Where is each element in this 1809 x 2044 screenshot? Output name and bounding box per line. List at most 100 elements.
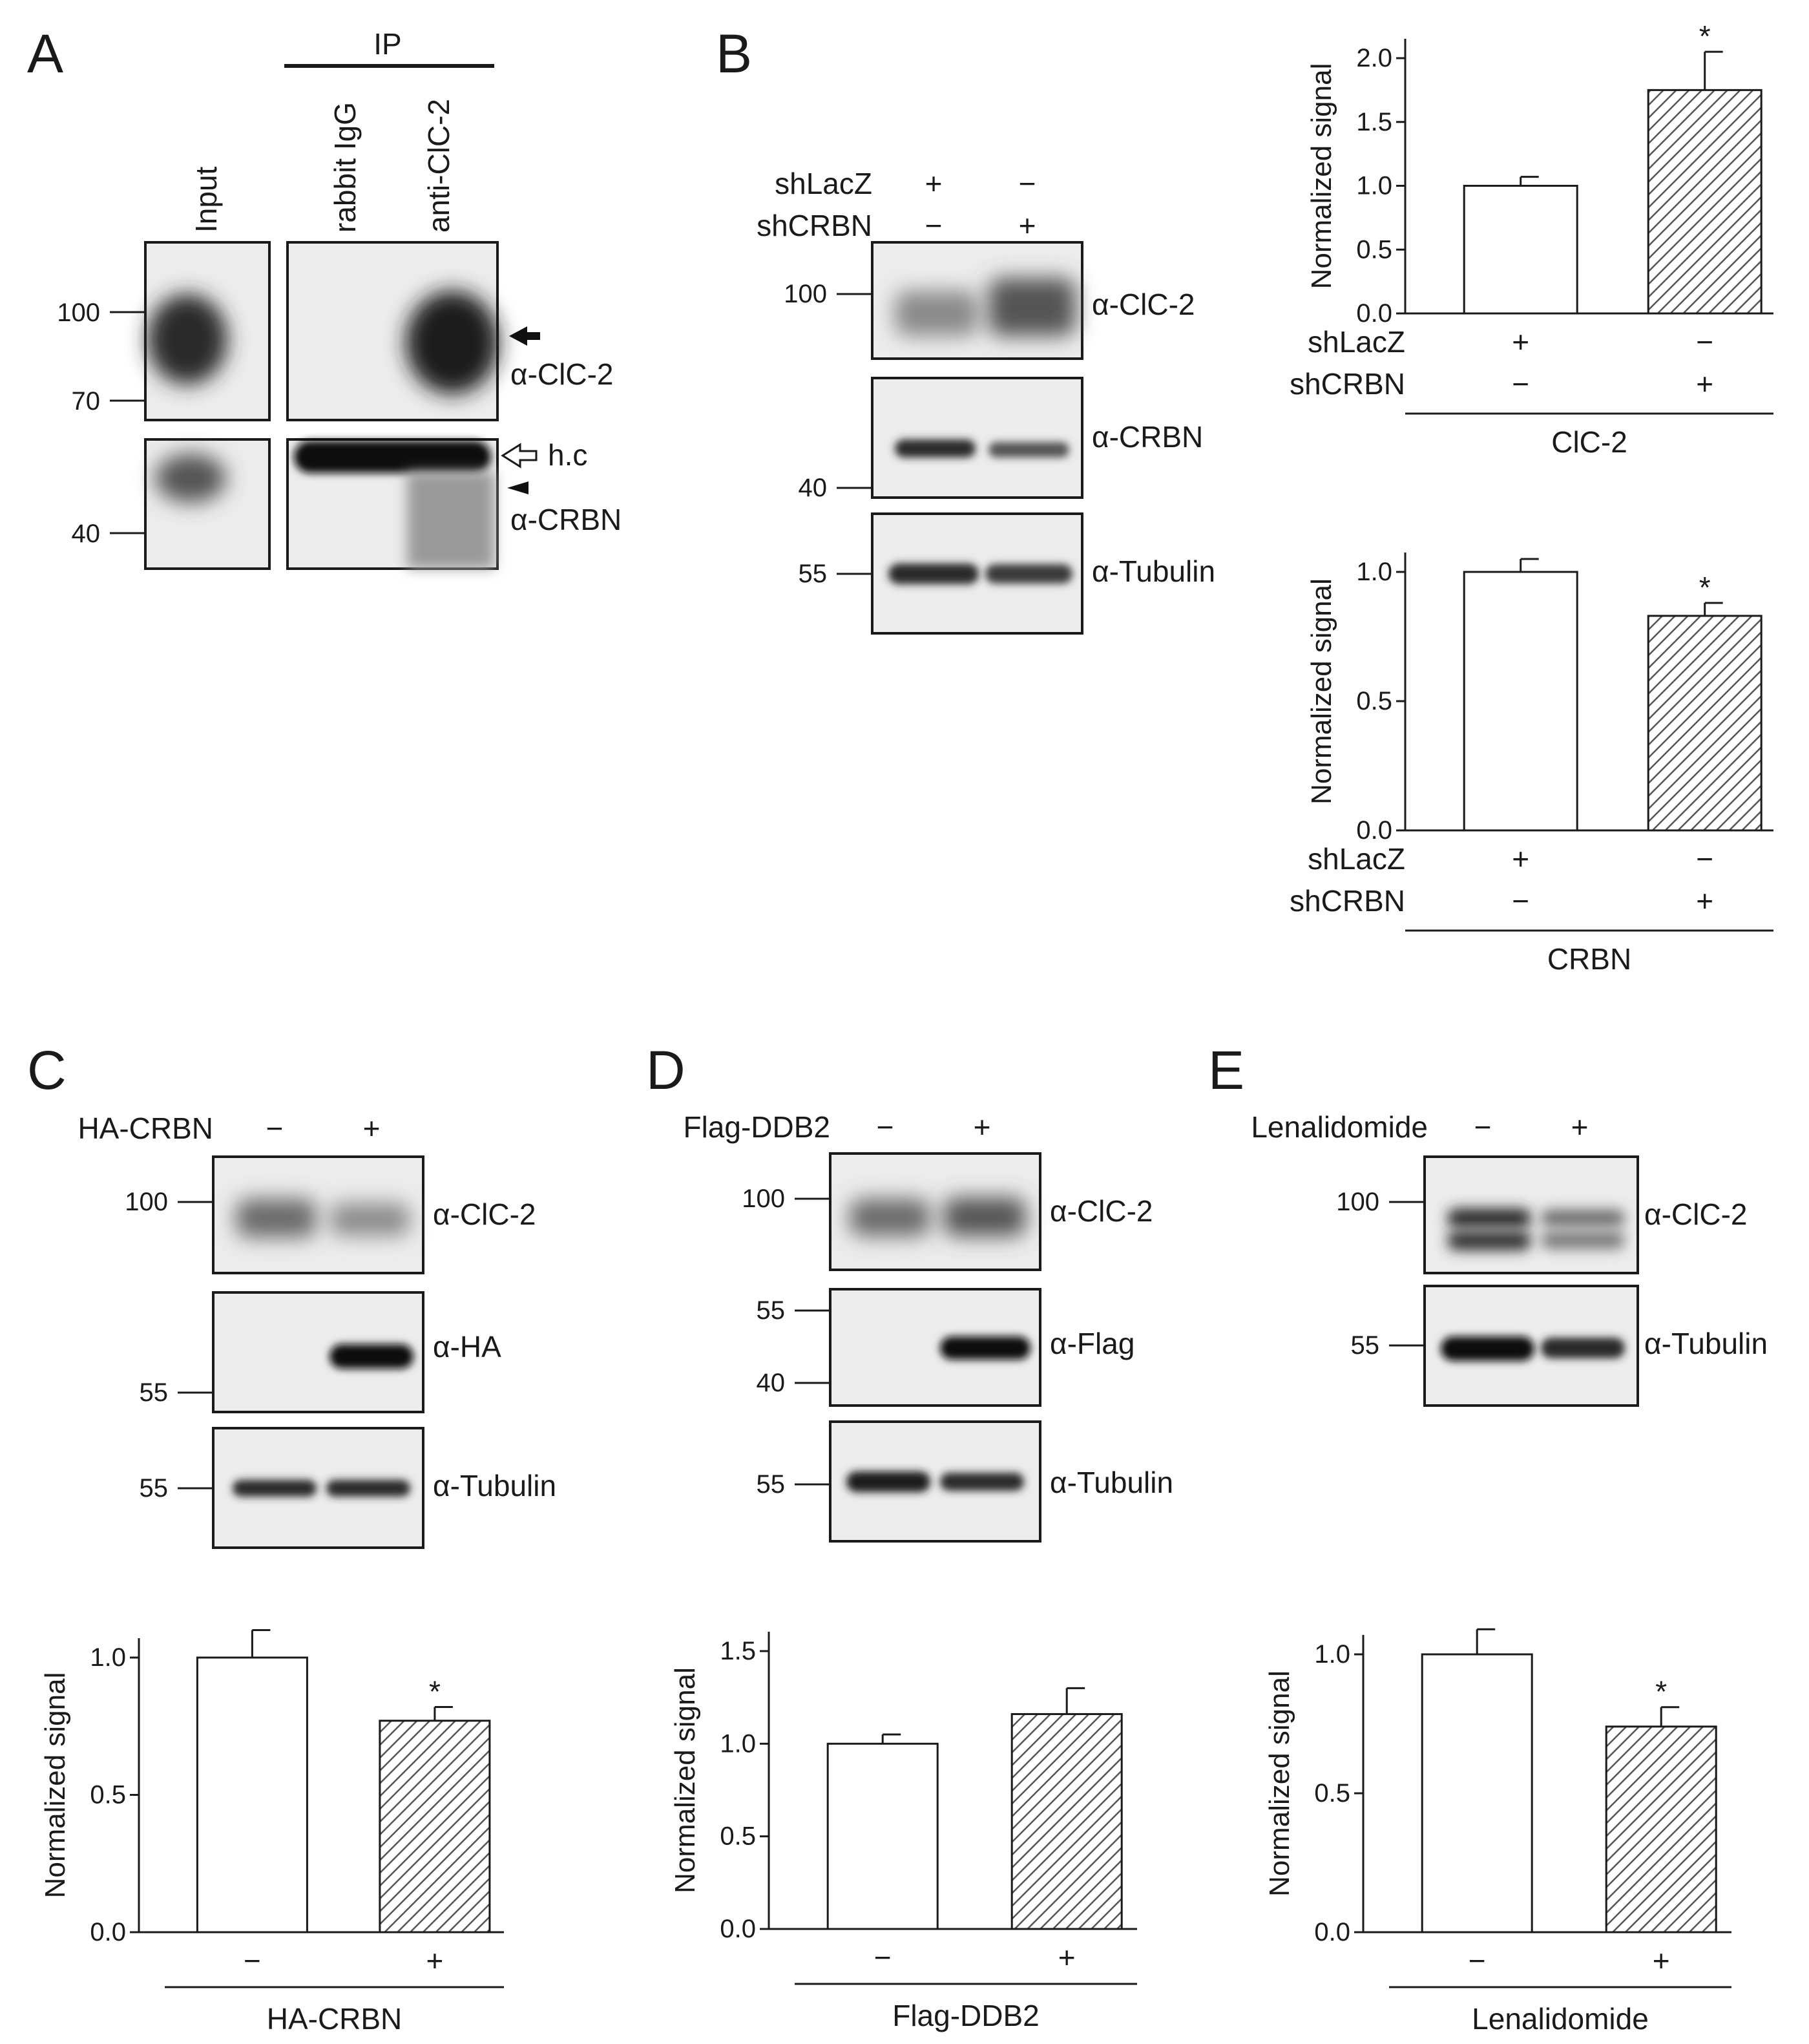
sign-e-1: − [1474,1110,1492,1144]
panel-a: A IP Input rabbit IgG anti-ClC-2 100 70 … [27,23,622,570]
bar-treatment [379,1720,491,1933]
y-axis-label: Normalized signal [1264,1670,1295,1897]
y-tick-label: 1.0 [90,1643,126,1672]
band-a-input-crbn [155,454,226,503]
band-d-tubulin-lane1 [846,1471,930,1492]
y-tick-label: 0.5 [1356,235,1392,264]
band-a-input-clc2 [147,294,227,385]
chart-c: 0.0 0.5 1.0 Normalized signal − * + HA-CRBN [39,1629,504,2036]
band-b-clc2-lane1 [895,291,979,336]
mw-label-a-100: 100 [57,299,100,327]
condition-b-shlacz: shLacZ [775,167,872,200]
antibody-e-clc2: α-ClC-2 [1644,1197,1747,1231]
y-tick-label: 0.0 [1356,816,1392,845]
hc-label: h.c [548,438,587,472]
sign-b-shlacz-1: + [925,167,943,200]
mw-label-c-55a: 55 [140,1378,169,1407]
sign-c-1: − [266,1112,284,1145]
condition-c: HA-CRBN [78,1112,213,1145]
antibody-d-tubulin: α-Tubulin [1050,1466,1173,1499]
condition-sign: − [1512,367,1529,401]
panel-label-a: A [27,23,63,84]
open-arrow-icon-hc [501,443,538,469]
antibody-d-clc2: α-ClC-2 [1050,1194,1153,1228]
band-e-tubulin-lane2 [1541,1338,1625,1358]
band-b-crbn-lane1 [895,439,976,458]
arrow-icon-clc2 [509,326,540,346]
panel-c: C HA-CRBN − + 100 55 55 α-ClC-2 α-HA α-T… [27,1040,556,1549]
y-tick-label: 0.0 [1314,1918,1350,1946]
bar-control [1463,571,1578,832]
x-category-label: + [426,1944,443,1977]
mw-label-b-40: 40 [799,474,828,502]
chart-d: 0.0 0.5 1.0 1.5 Normalized signal − + Flag-DDB2 [669,1632,1137,2032]
panel-b: B shLacZ + − shCRBN − + 100 40 55 α-ClC-… [716,23,1215,635]
mw-label-d-55b: 55 [757,1470,786,1499]
y-axis-label: Normalized signal [1306,63,1337,290]
panel-e: E Lenalidomide − + 100 55 α-ClC-2 α-Tubu… [1208,1040,1768,1407]
condition-sign: + [1512,842,1529,876]
y-tick-label: 0.0 [720,1915,756,1943]
y-tick-label: 0.5 [720,1822,756,1851]
condition-row-label: shLacZ [1308,842,1405,876]
y-tick-label: 0.0 [1356,299,1392,328]
significance-star: * [1655,1675,1667,1709]
antibody-c-ha: α-HA [433,1330,501,1364]
band-a-anti-clc2 [406,291,499,394]
band-b-clc2-lane2 [988,278,1076,336]
antibody-b-clc2: α-ClC-2 [1092,288,1195,321]
y-tick-label: 2.0 [1356,44,1392,72]
panel-label-c: C [27,1040,67,1101]
band-e-clc2-lane2a [1541,1210,1625,1227]
bar-treatment [1010,1712,1123,1930]
group-label: Flag-DDB2 [892,1999,1040,2032]
x-category-label: − [874,1941,892,1974]
band-c-clc2-lane2 [329,1203,410,1236]
band-c-clc2-lane1 [236,1199,317,1238]
bar-control [1421,1653,1533,1933]
significance-star: * [429,1675,441,1709]
condition-b-shcrbn: shCRBN [757,209,872,242]
y-axis-label: Normalized signal [39,1672,71,1899]
band-b-tubulin-lane1 [888,564,979,584]
band-d-clc2-lane1 [850,1199,930,1236]
condition-sign: + [1512,325,1529,359]
sign-b-shlacz-2: − [1019,167,1036,200]
lane-label-anti-clc2: anti-ClC-2 [422,99,455,233]
antibody-e-tubulin: α-Tubulin [1644,1327,1768,1360]
arrowhead-icon-crbn [507,481,528,494]
blot-b-crbn [871,377,1083,499]
condition-row-label: shCRBN [1290,884,1405,918]
condition-d: Flag-DDB2 [683,1110,830,1144]
bar-treatment [1647,615,1762,832]
y-tick-label: 0.5 [1356,687,1392,715]
significance-star: * [1699,19,1711,53]
band-e-tubulin-lane1 [1441,1336,1534,1361]
condition-row-label: shCRBN [1290,367,1405,401]
group-label: ClC-2 [1551,425,1627,459]
band-d-tubulin-lane2 [940,1473,1024,1491]
x-category-label: − [244,1944,261,1977]
sign-b-shcrbn-1: − [925,209,943,242]
sign-d-2: + [974,1110,991,1144]
band-c-tubulin-lane2 [326,1480,410,1497]
chart-b-clc2: 0.0 0.5 1.0 1.5 2.0 Normalized signal * shLacZ +… [1290,19,1773,459]
lane-label-input: Input [189,166,223,233]
bar-control [826,1742,939,1930]
mw-label-d-40: 40 [757,1369,786,1397]
band-e-clc2-lane1a [1447,1208,1531,1228]
panel-label-e: E [1208,1040,1244,1101]
antibody-c-tubulin: α-Tubulin [433,1469,556,1502]
x-category-label: − [1469,1944,1486,1977]
mw-label-c-55b: 55 [140,1474,169,1502]
chart-e: 0.0 0.5 1.0 Normalized signal − * +Lenalidomid… [1264,1628,1731,2036]
panel-label-d: D [646,1040,685,1101]
y-tick-label: 1.5 [720,1637,756,1665]
panel-label-b: B [716,23,752,84]
bar-control [196,1656,308,1933]
y-tick-label: 1.0 [1356,558,1392,586]
antibody-a-crbn: α-CRBN [510,503,622,536]
sign-c-2: + [363,1112,381,1145]
y-tick-label: 1.0 [720,1729,756,1758]
y-tick-label: 0.5 [90,1781,126,1809]
